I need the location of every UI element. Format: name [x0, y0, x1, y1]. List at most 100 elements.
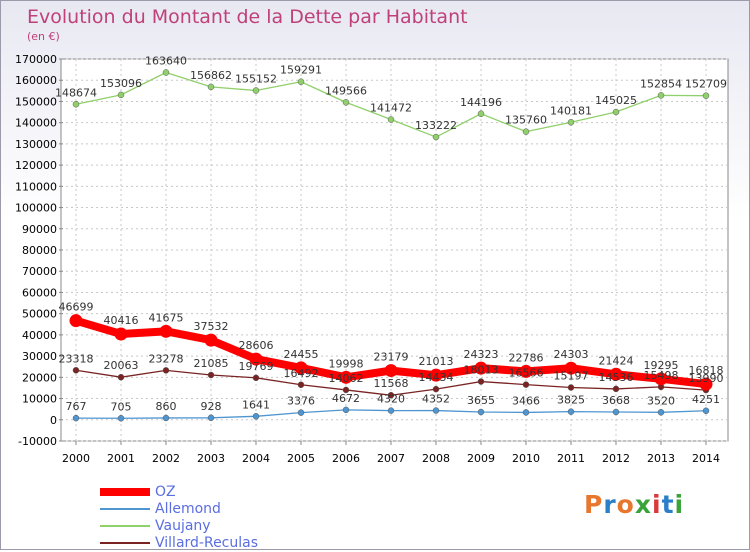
data-label-oz: 24303 — [554, 348, 589, 361]
y-tick-label: 140000 — [15, 117, 57, 130]
data-point-allemond — [252, 413, 260, 420]
data-label-villard-reculas: 23318 — [59, 352, 94, 365]
data-label-oz: 41675 — [149, 311, 184, 324]
data-point-vaujany — [522, 128, 530, 135]
logo-letter: P — [584, 490, 604, 519]
chart-title: Evolution du Montant de la Dette par Hab… — [27, 6, 468, 28]
data-label-oz: 19295 — [644, 359, 679, 372]
data-label-oz: 23179 — [374, 351, 409, 364]
y-tick-label: 40000 — [22, 329, 57, 342]
data-point-oz — [159, 324, 173, 338]
data-label-oz: 16818 — [689, 364, 724, 377]
data-label-villard-reculas: 14536 — [599, 371, 634, 384]
x-tick-label: 2010 — [512, 452, 540, 465]
y-tick-label: 110000 — [15, 180, 57, 193]
data-label-vaujany: 135760 — [505, 114, 547, 127]
data-point-villard-reculas — [252, 374, 260, 382]
data-point-oz — [294, 361, 308, 375]
y-tick-label: 60000 — [22, 286, 57, 299]
data-label-vaujany: 163640 — [145, 54, 187, 67]
data-label-vaujany: 156862 — [190, 69, 232, 82]
y-tick-label: 130000 — [15, 138, 57, 151]
data-label-villard-reculas: 14062 — [329, 372, 364, 385]
data-point-oz — [429, 368, 443, 382]
legend-label-vaujany: Vaujany — [155, 518, 211, 534]
data-label-oz: 21424 — [599, 354, 634, 367]
data-label-vaujany: 149566 — [325, 84, 367, 97]
data-point-villard-reculas — [432, 385, 440, 393]
data-point-vaujany — [162, 69, 170, 76]
x-tick-label: 2001 — [107, 452, 135, 465]
data-point-villard-reculas — [72, 367, 80, 374]
data-point-vaujany — [477, 110, 485, 118]
data-point-villard-reculas — [612, 385, 620, 393]
data-label-vaujany: 153096 — [100, 77, 142, 90]
data-point-villard-reculas — [387, 391, 395, 399]
data-point-allemond — [432, 407, 440, 414]
legend-label-allemond: Allemond — [155, 501, 221, 517]
y-tick-label: 90000 — [22, 223, 57, 236]
data-label-allemond: 860 — [156, 400, 177, 413]
data-label-allemond: 928 — [201, 400, 222, 413]
data-point-allemond — [297, 409, 305, 416]
data-point-vaujany — [567, 119, 575, 126]
y-tick-label: 0 — [50, 414, 57, 427]
data-label-allemond: 4672 — [332, 392, 360, 405]
data-point-vaujany — [342, 99, 350, 106]
data-label-allemond: 705 — [111, 400, 132, 413]
data-point-oz — [114, 327, 128, 341]
data-point-villard-reculas — [162, 367, 170, 374]
data-point-oz — [519, 364, 533, 378]
data-point-vaujany — [297, 78, 305, 85]
data-point-villard-reculas — [297, 381, 305, 389]
logo-letter: t — [661, 490, 675, 519]
logo-letter: r — [603, 490, 617, 519]
data-label-allemond: 4320 — [377, 393, 405, 406]
legend-swatch-vaujany — [100, 525, 150, 527]
data-label-vaujany: 152709 — [685, 78, 727, 91]
data-label-villard-reculas: 16492 — [284, 367, 319, 380]
data-label-allemond: 4251 — [692, 393, 720, 406]
y-tick-label: 80000 — [22, 244, 57, 257]
x-tick-label: 2011 — [557, 452, 585, 465]
data-label-villard-reculas: 18013 — [464, 364, 499, 377]
y-tick-label: 50000 — [22, 308, 57, 321]
data-point-vaujany — [72, 101, 80, 108]
data-label-oz: 19998 — [329, 357, 364, 370]
data-label-vaujany: 145025 — [595, 94, 637, 107]
data-label-villard-reculas: 14434 — [419, 371, 454, 384]
y-tick-label: 20000 — [22, 371, 57, 384]
data-point-villard-reculas — [522, 381, 530, 388]
data-point-allemond — [567, 408, 575, 415]
legend-swatch-villard-reculas — [100, 542, 150, 544]
x-tick-label: 2005 — [287, 452, 315, 465]
data-point-vaujany — [117, 91, 125, 99]
data-point-oz — [339, 370, 353, 384]
logo-letter: x — [634, 490, 652, 519]
data-point-vaujany — [387, 116, 395, 123]
data-label-allemond: 3520 — [647, 394, 675, 407]
data-point-allemond — [657, 409, 665, 416]
data-label-oz: 28606 — [239, 339, 274, 352]
data-label-villard-reculas: 21085 — [194, 357, 229, 370]
data-point-oz — [204, 333, 218, 347]
data-point-allemond — [162, 414, 170, 422]
data-label-allemond: 1641 — [242, 398, 270, 411]
data-point-vaujany — [612, 108, 620, 116]
data-label-vaujany: 148674 — [55, 86, 97, 99]
data-label-villard-reculas: 20063 — [104, 359, 139, 372]
data-point-allemond — [702, 407, 710, 415]
data-point-oz — [249, 352, 263, 366]
data-point-vaujany — [432, 133, 440, 141]
legend-swatch-allemond — [100, 508, 150, 510]
x-tick-label: 2000 — [62, 452, 90, 465]
data-label-allemond: 3376 — [287, 395, 315, 408]
series-layer — [69, 69, 713, 422]
x-tick-label: 2009 — [467, 452, 495, 465]
y-tick-label: 170000 — [15, 53, 57, 66]
data-label-vaujany: 133222 — [415, 119, 457, 132]
x-tick-label: 2008 — [422, 452, 450, 465]
data-point-vaujany — [657, 92, 665, 99]
x-tick-label: 2013 — [647, 452, 675, 465]
